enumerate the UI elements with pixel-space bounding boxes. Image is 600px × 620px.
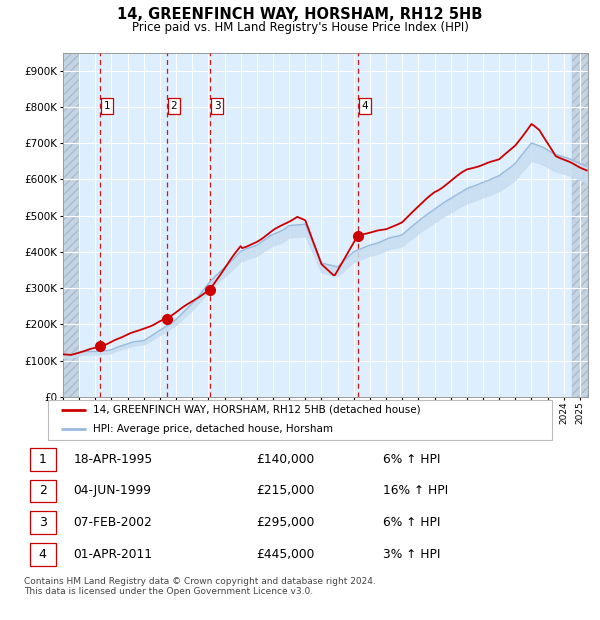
FancyBboxPatch shape: [29, 543, 56, 566]
Text: 16% ↑ HPI: 16% ↑ HPI: [383, 484, 448, 497]
Text: 01-APR-2011: 01-APR-2011: [74, 548, 152, 561]
Text: 14, GREENFINCH WAY, HORSHAM, RH12 5HB (detached house): 14, GREENFINCH WAY, HORSHAM, RH12 5HB (d…: [94, 405, 421, 415]
Text: 1: 1: [104, 101, 110, 111]
FancyBboxPatch shape: [29, 479, 56, 502]
Text: £445,000: £445,000: [256, 548, 314, 561]
Text: 2: 2: [39, 484, 47, 497]
Text: 4: 4: [362, 101, 368, 111]
FancyBboxPatch shape: [29, 512, 56, 534]
Text: 3: 3: [214, 101, 221, 111]
Text: £140,000: £140,000: [256, 453, 314, 466]
Text: Price paid vs. HM Land Registry's House Price Index (HPI): Price paid vs. HM Land Registry's House …: [131, 21, 469, 34]
Text: 3% ↑ HPI: 3% ↑ HPI: [383, 548, 440, 561]
Text: 14, GREENFINCH WAY, HORSHAM, RH12 5HB: 14, GREENFINCH WAY, HORSHAM, RH12 5HB: [118, 7, 482, 22]
Text: £295,000: £295,000: [256, 516, 314, 529]
Text: HPI: Average price, detached house, Horsham: HPI: Average price, detached house, Hors…: [94, 424, 334, 434]
FancyBboxPatch shape: [48, 400, 552, 440]
Text: 07-FEB-2002: 07-FEB-2002: [74, 516, 152, 529]
Text: 18-APR-1995: 18-APR-1995: [74, 453, 153, 466]
Text: 4: 4: [39, 548, 47, 561]
Text: 04-JUN-1999: 04-JUN-1999: [74, 484, 152, 497]
Text: 6% ↑ HPI: 6% ↑ HPI: [383, 453, 440, 466]
Text: 1: 1: [39, 453, 47, 466]
Text: 2: 2: [171, 101, 178, 111]
Text: £215,000: £215,000: [256, 484, 314, 497]
Text: Contains HM Land Registry data © Crown copyright and database right 2024.
This d: Contains HM Land Registry data © Crown c…: [24, 577, 376, 596]
Text: 6% ↑ HPI: 6% ↑ HPI: [383, 516, 440, 529]
Text: 3: 3: [39, 516, 47, 529]
FancyBboxPatch shape: [29, 448, 56, 471]
